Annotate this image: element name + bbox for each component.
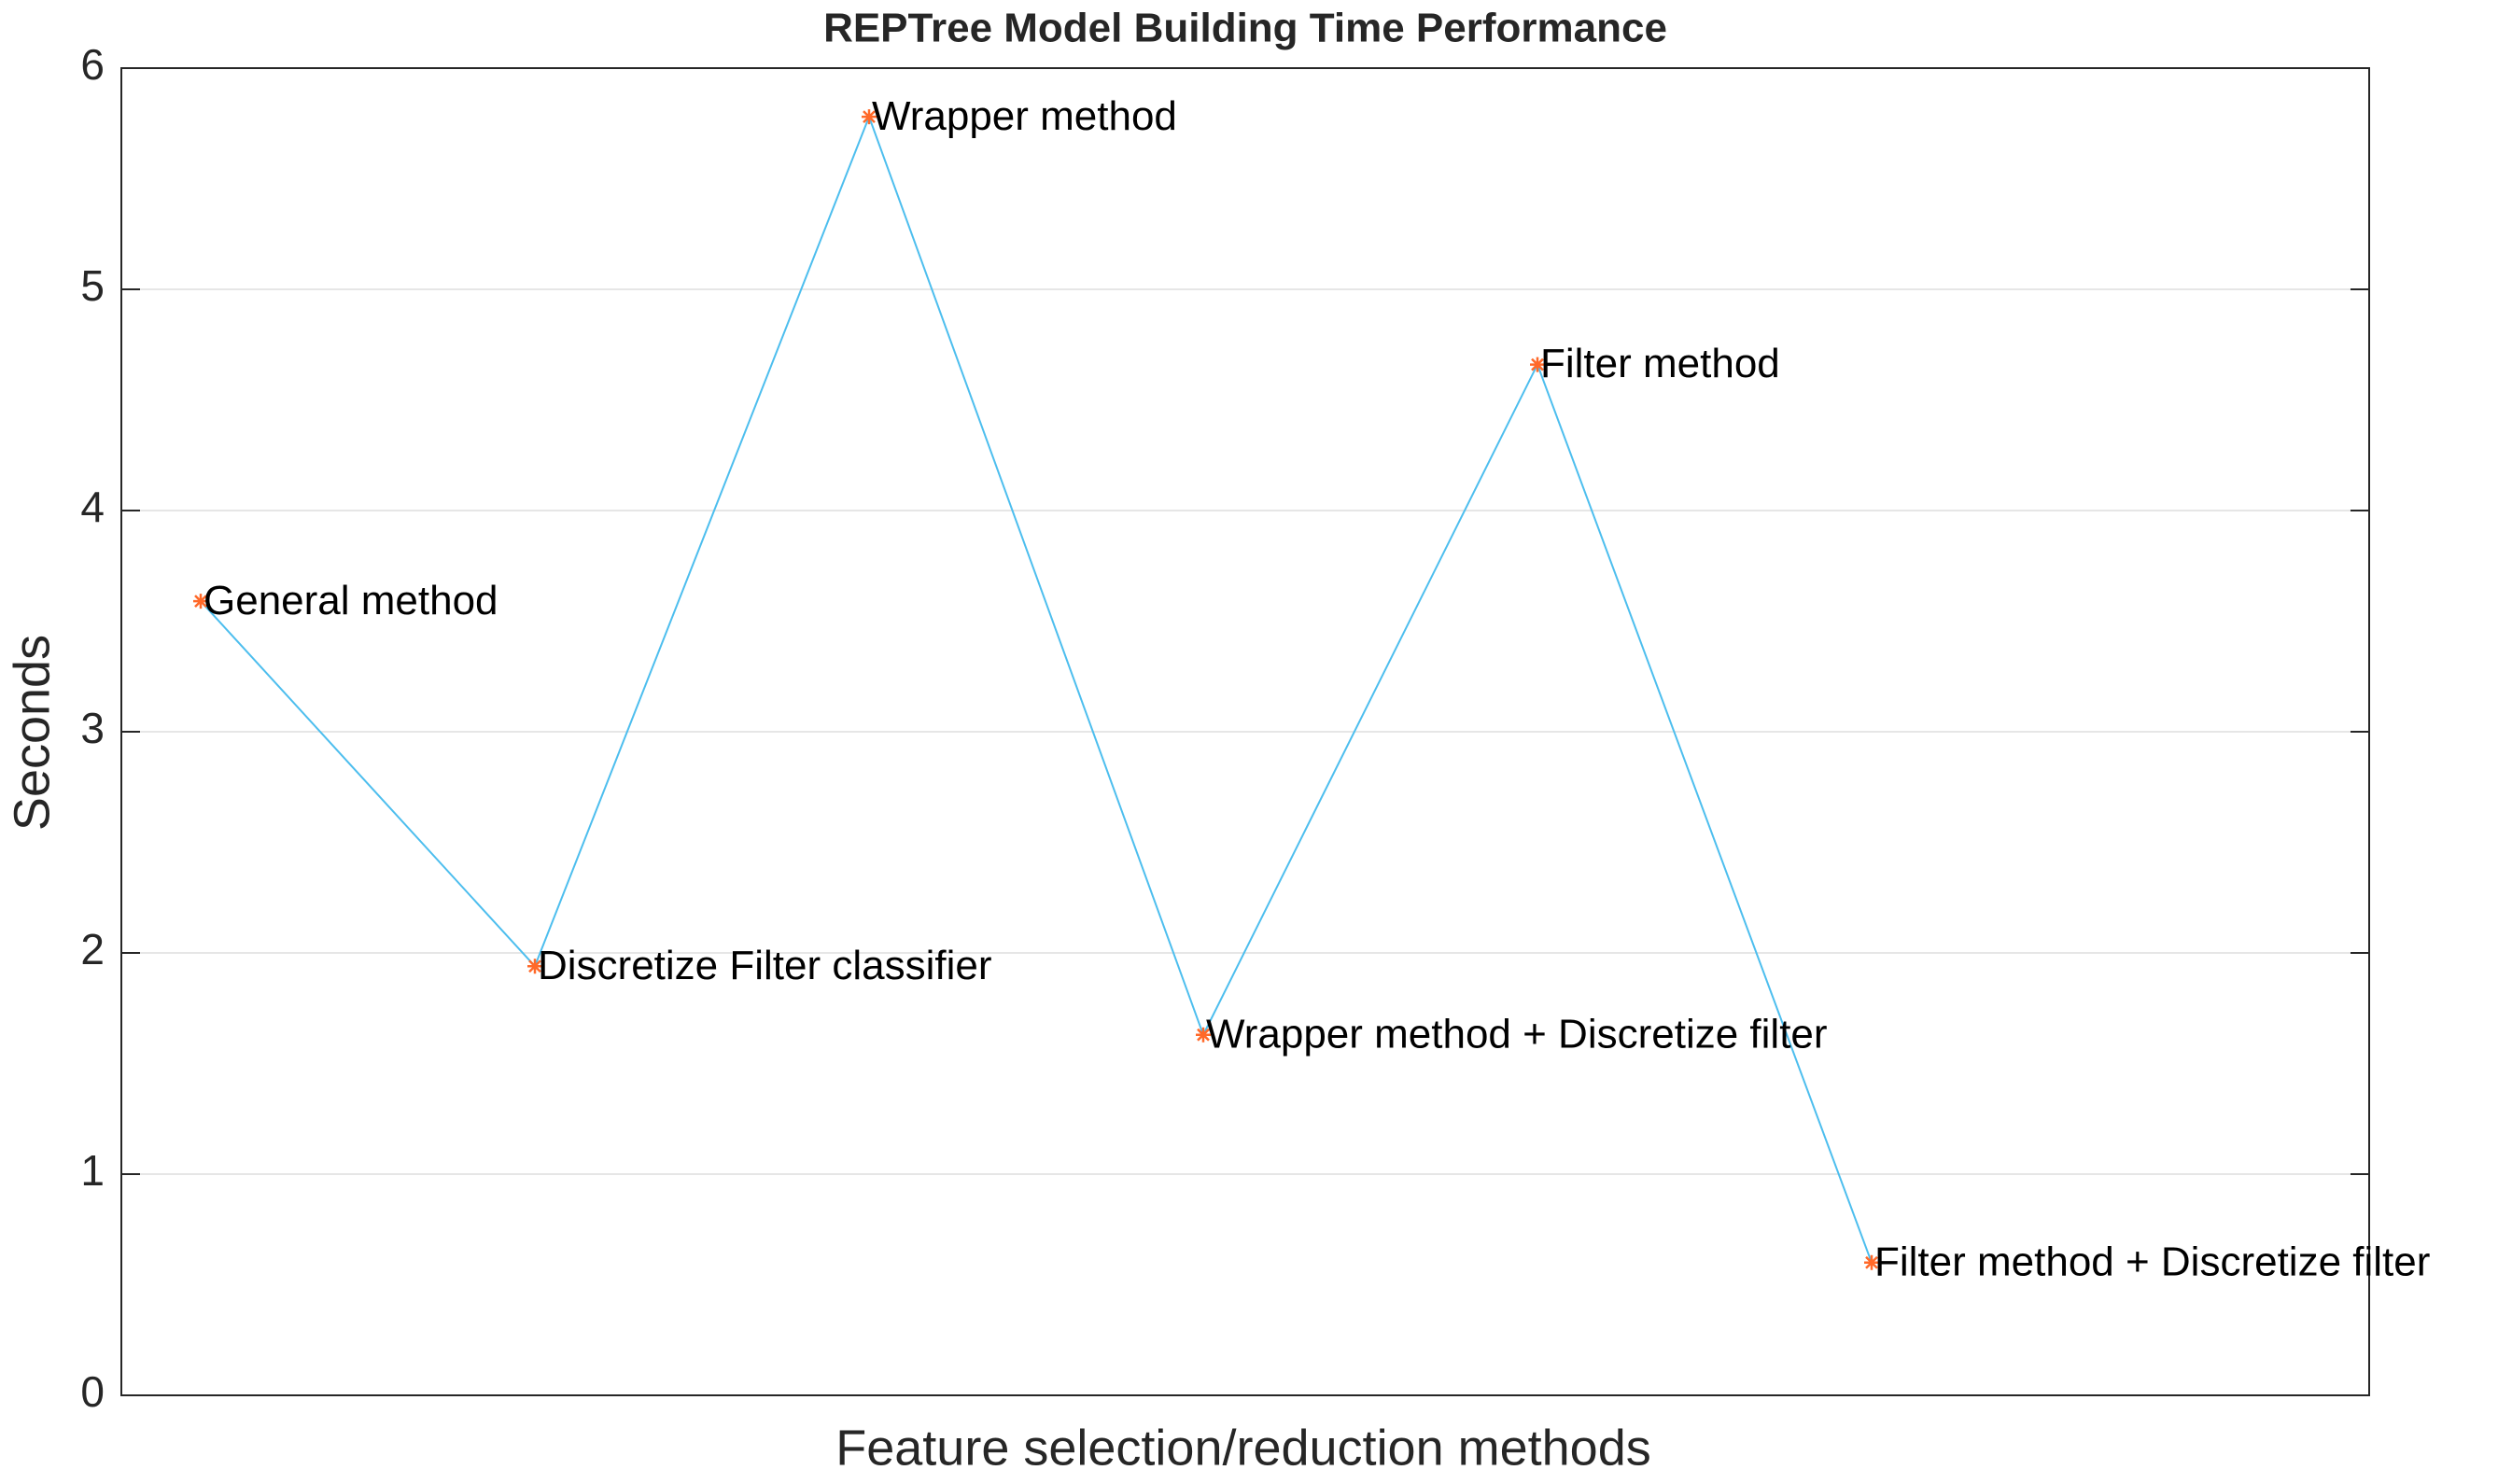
marker	[527, 959, 542, 974]
point-annotation: Wrapper method	[872, 93, 1177, 139]
data-line	[200, 114, 1873, 1264]
point-annotation: General method	[203, 578, 498, 623]
y-tick-label: 1	[80, 1146, 105, 1195]
point-annotation: Discretize Filter classifier	[538, 943, 992, 988]
point-annotation: Filter method	[1540, 341, 1780, 386]
point-annotation: Filter method + Discretize filter	[1874, 1239, 2430, 1284]
point-annotation: Wrapper method + Discretize filter	[1206, 1011, 1828, 1057]
y-tick-label: 5	[80, 261, 105, 310]
marker	[862, 109, 877, 125]
y-tick-label: 3	[80, 704, 105, 752]
plot-frame	[120, 67, 2370, 1396]
marker	[1196, 1027, 1211, 1043]
marker	[1530, 357, 1545, 372]
chart-title: REPTree Model Building Time Performance	[823, 6, 1667, 51]
marker	[1864, 1254, 1879, 1270]
y-tick-label: 4	[80, 483, 105, 531]
y-tick-label: 0	[80, 1367, 105, 1416]
x-axis-label: Feature selection/reduction methods	[835, 1420, 1651, 1476]
marker	[193, 594, 208, 609]
y-axis-label: Seconds	[4, 635, 60, 831]
y-tick-label: 6	[80, 40, 105, 89]
y-tick-label: 2	[80, 925, 105, 973]
